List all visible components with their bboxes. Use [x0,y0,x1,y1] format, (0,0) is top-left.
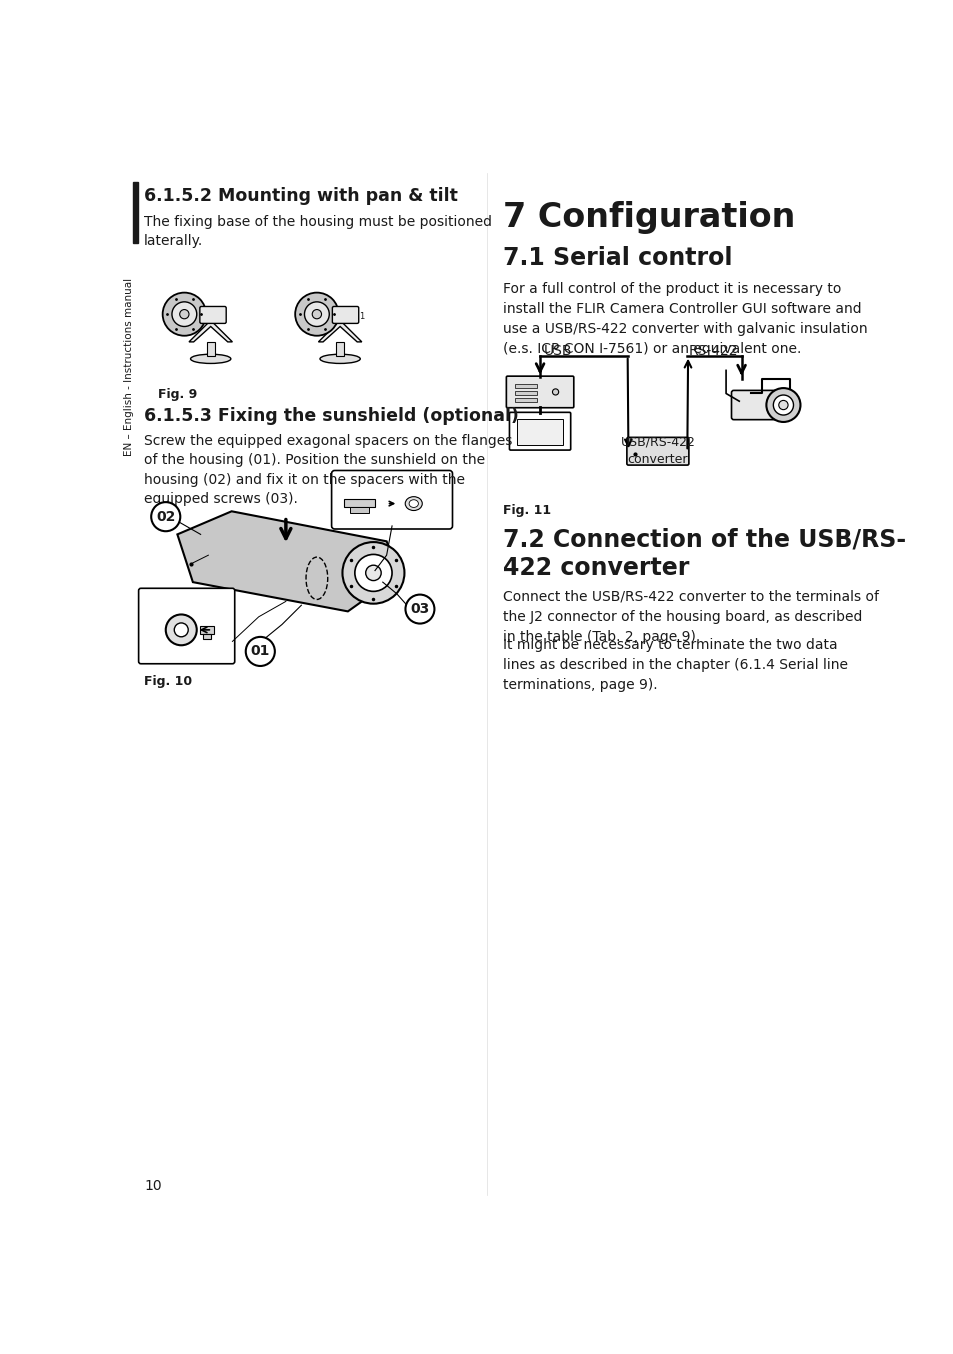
Bar [344,500,375,506]
Text: 03: 03 [410,603,429,616]
Text: EN – English - Instructions manual: EN – English - Instructions manual [124,278,134,455]
Circle shape [765,389,800,422]
Text: 02: 02 [156,509,175,524]
Circle shape [179,310,189,318]
Circle shape [162,292,206,336]
Circle shape [174,623,188,636]
Bar [133,181,137,244]
Text: 7.2 Connection of the USB/RS-
422 converter: 7.2 Connection of the USB/RS- 422 conver… [502,528,905,581]
Circle shape [773,395,793,416]
Bar [515,398,537,402]
FancyBboxPatch shape [731,390,781,420]
Circle shape [304,302,329,326]
Circle shape [778,401,787,410]
FancyBboxPatch shape [626,437,688,464]
Text: RS-422: RS-422 [687,344,737,357]
Ellipse shape [319,355,360,363]
Circle shape [342,542,404,604]
Circle shape [166,615,196,646]
Bar [515,391,537,395]
Ellipse shape [191,355,231,363]
Bar [517,418,562,445]
Bar [350,506,369,513]
Polygon shape [177,512,399,612]
Text: For a full control of the product it is necessary to
install the FLIR Camera Con: For a full control of the product it is … [502,282,866,356]
Ellipse shape [405,497,422,510]
Circle shape [312,310,321,318]
Text: 6.1.5.2 Mounting with pan & tilt: 6.1.5.2 Mounting with pan & tilt [144,187,457,204]
Text: 7 Configuration: 7 Configuration [502,200,795,234]
FancyBboxPatch shape [138,588,234,663]
FancyBboxPatch shape [332,470,452,529]
Text: It might be necessary to terminate the two data
lines as described in the chapte: It might be necessary to terminate the t… [502,638,847,692]
Bar [335,343,344,356]
Text: Fig. 10: Fig. 10 [144,676,192,688]
Circle shape [172,302,196,326]
Circle shape [294,292,338,336]
FancyBboxPatch shape [506,376,573,408]
Polygon shape [189,321,233,343]
Polygon shape [318,321,361,343]
Bar [199,626,213,634]
Text: 01: 01 [251,645,270,658]
Text: Fig. 9: Fig. 9 [158,389,197,401]
Circle shape [365,565,381,581]
Text: 7.1 Serial control: 7.1 Serial control [502,245,732,269]
Bar [207,343,214,356]
Text: The fixing base of the housing must be positioned
laterally.: The fixing base of the housing must be p… [144,215,492,248]
Text: USB: USB [543,344,572,357]
FancyBboxPatch shape [199,306,226,324]
Text: 10: 10 [144,1179,161,1193]
Bar [515,385,537,389]
Text: 6.1.5.3 Fixing the sunshield (optional): 6.1.5.3 Fixing the sunshield (optional) [144,408,518,425]
Text: Fig. 11: Fig. 11 [502,504,551,517]
FancyBboxPatch shape [509,413,570,450]
Text: Connect the USB/RS-422 converter to the terminals of
the J2 connector of the hou: Connect the USB/RS-422 converter to the … [502,590,878,645]
Bar [203,635,211,639]
Text: USB/RS-422
converter: USB/RS-422 converter [619,436,695,466]
Circle shape [355,554,392,592]
Circle shape [552,389,558,395]
Ellipse shape [409,500,418,508]
Text: 1: 1 [359,311,364,321]
Text: Screw the equipped exagonal spacers on the flanges
of the housing (01). Position: Screw the equipped exagonal spacers on t… [144,433,512,506]
FancyBboxPatch shape [332,306,358,324]
